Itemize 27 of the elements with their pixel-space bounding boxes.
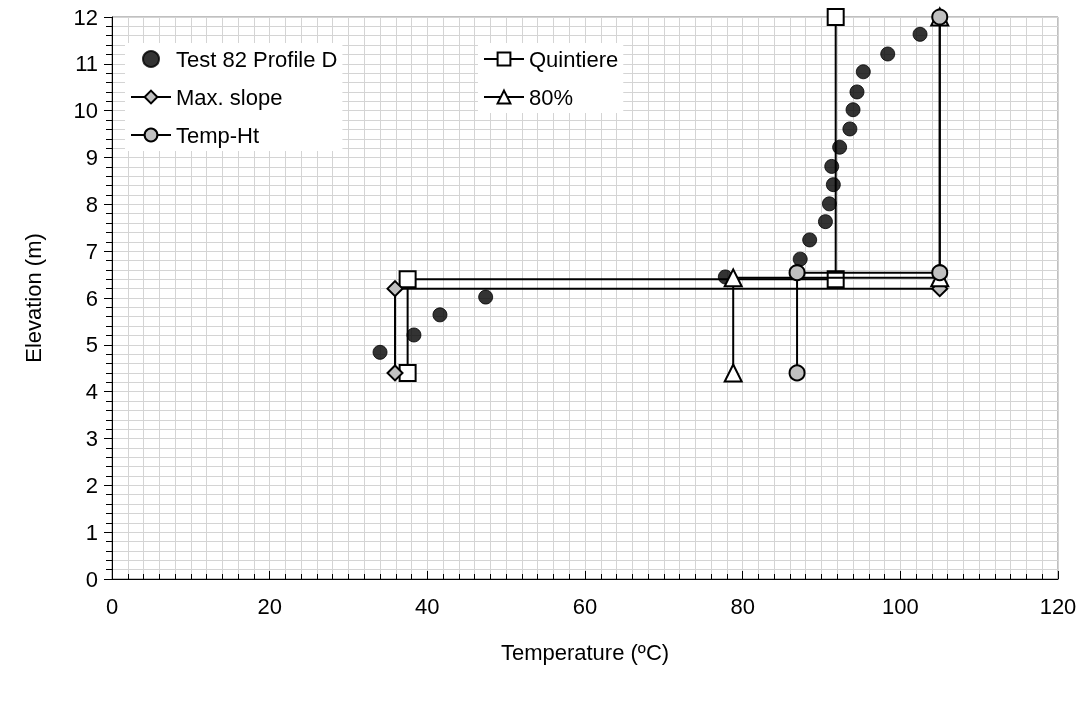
y-tick-label: 3 xyxy=(85,426,98,451)
y-tick-label: 2 xyxy=(85,472,98,498)
legend-label: Temp-Ht xyxy=(176,122,260,148)
y-tick-label: 11 xyxy=(75,51,98,77)
x-tick-label: 0 xyxy=(105,593,119,619)
y-tick-label: 5 xyxy=(85,332,98,358)
x-axis-title: Temperature (ºC) xyxy=(500,639,670,665)
legend-label: Max. slope xyxy=(176,84,283,110)
x-tick-label: 100 xyxy=(881,593,919,619)
x-tick-label: 40 xyxy=(415,593,440,619)
x-tick-label: 80 xyxy=(730,593,755,619)
y-tick-label: 7 xyxy=(85,238,98,264)
x-tick-label: 120 xyxy=(1039,593,1077,619)
y-tick-label: 12 xyxy=(73,4,98,30)
y-tick-label: 8 xyxy=(85,191,98,217)
legend-label: Quintiere xyxy=(529,46,619,72)
y-axis-title: Elevation (m) xyxy=(20,233,46,363)
y-tick-label: 6 xyxy=(85,285,98,311)
x-tick-label: 60 xyxy=(572,593,598,619)
y-tick-label: 4 xyxy=(85,379,98,405)
legend-label: Test 82 Profile D xyxy=(176,46,338,72)
y-tick-label: 0 xyxy=(85,566,98,592)
y-tick-label: 9 xyxy=(85,145,98,170)
y-tick-label: 10 xyxy=(73,98,98,124)
legend-label: 80% xyxy=(529,84,574,110)
x-tick-label: 20 xyxy=(257,593,282,619)
y-tick-label: 1 xyxy=(85,519,98,545)
